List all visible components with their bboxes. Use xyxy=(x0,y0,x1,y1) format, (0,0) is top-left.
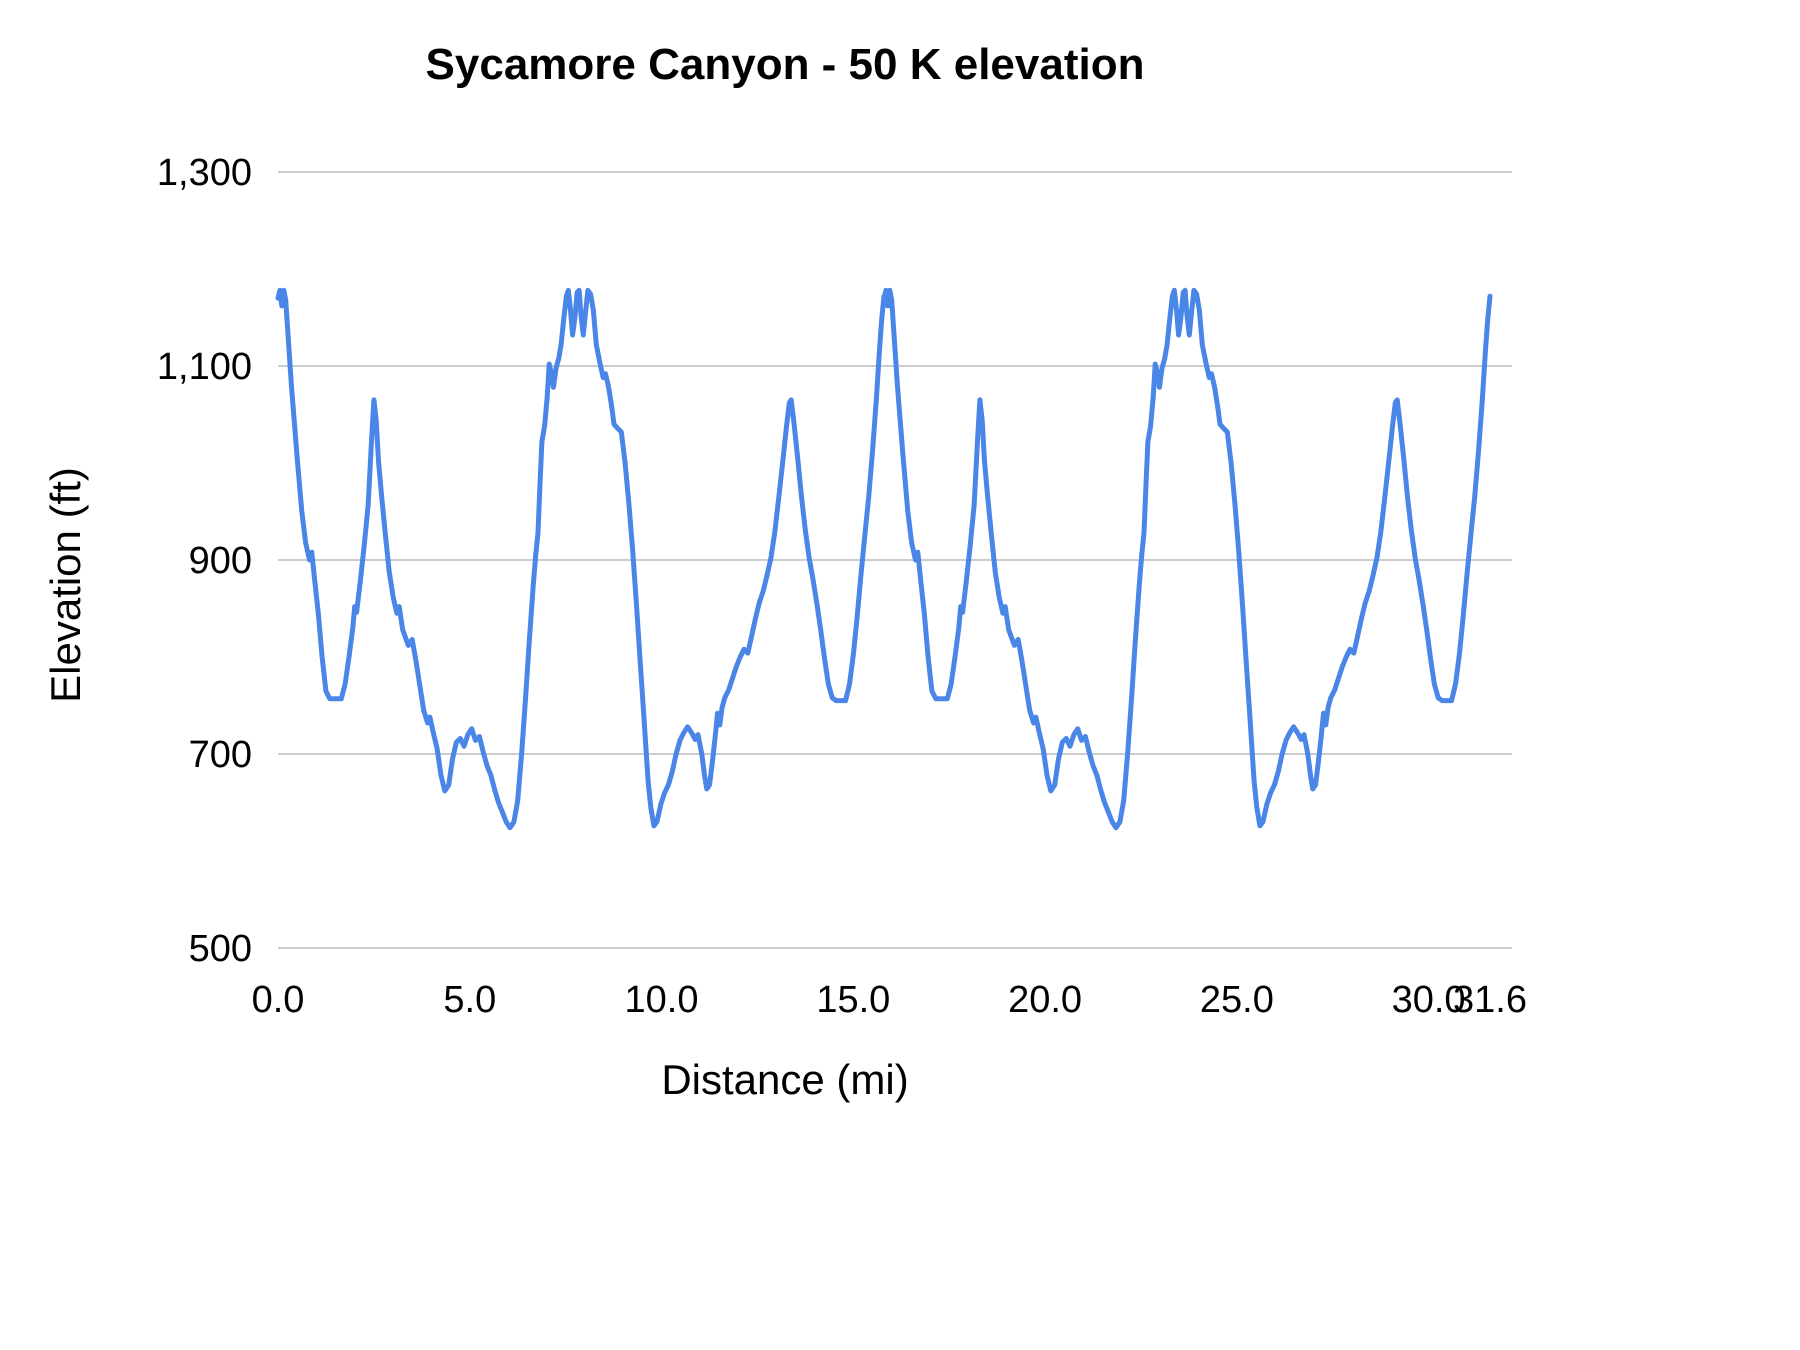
elevation-line xyxy=(275,287,1493,831)
y-tick-label: 700 xyxy=(189,734,252,776)
x-tick-label: 20.0 xyxy=(1008,979,1082,1021)
y-tick-label: 1,300 xyxy=(157,152,252,194)
x-tick-label: 10.0 xyxy=(625,979,699,1021)
y-tick-label: 1,100 xyxy=(157,346,252,388)
x-tick-label: 31.6 xyxy=(1453,979,1527,1021)
x-tick-label: 15.0 xyxy=(816,979,890,1021)
x-tick-label: 0.0 xyxy=(252,979,305,1021)
y-tick-label: 900 xyxy=(189,540,252,582)
x-tick-label: 25.0 xyxy=(1200,979,1274,1021)
x-tick-label: 5.0 xyxy=(443,979,496,1021)
x-axis-title: Distance (mi) xyxy=(661,1056,909,1103)
y-tick-label: 500 xyxy=(189,928,252,970)
chart-title: Sycamore Canyon - 50 K elevation xyxy=(425,40,1145,89)
x-tick-label: 30.0 xyxy=(1392,979,1466,1021)
